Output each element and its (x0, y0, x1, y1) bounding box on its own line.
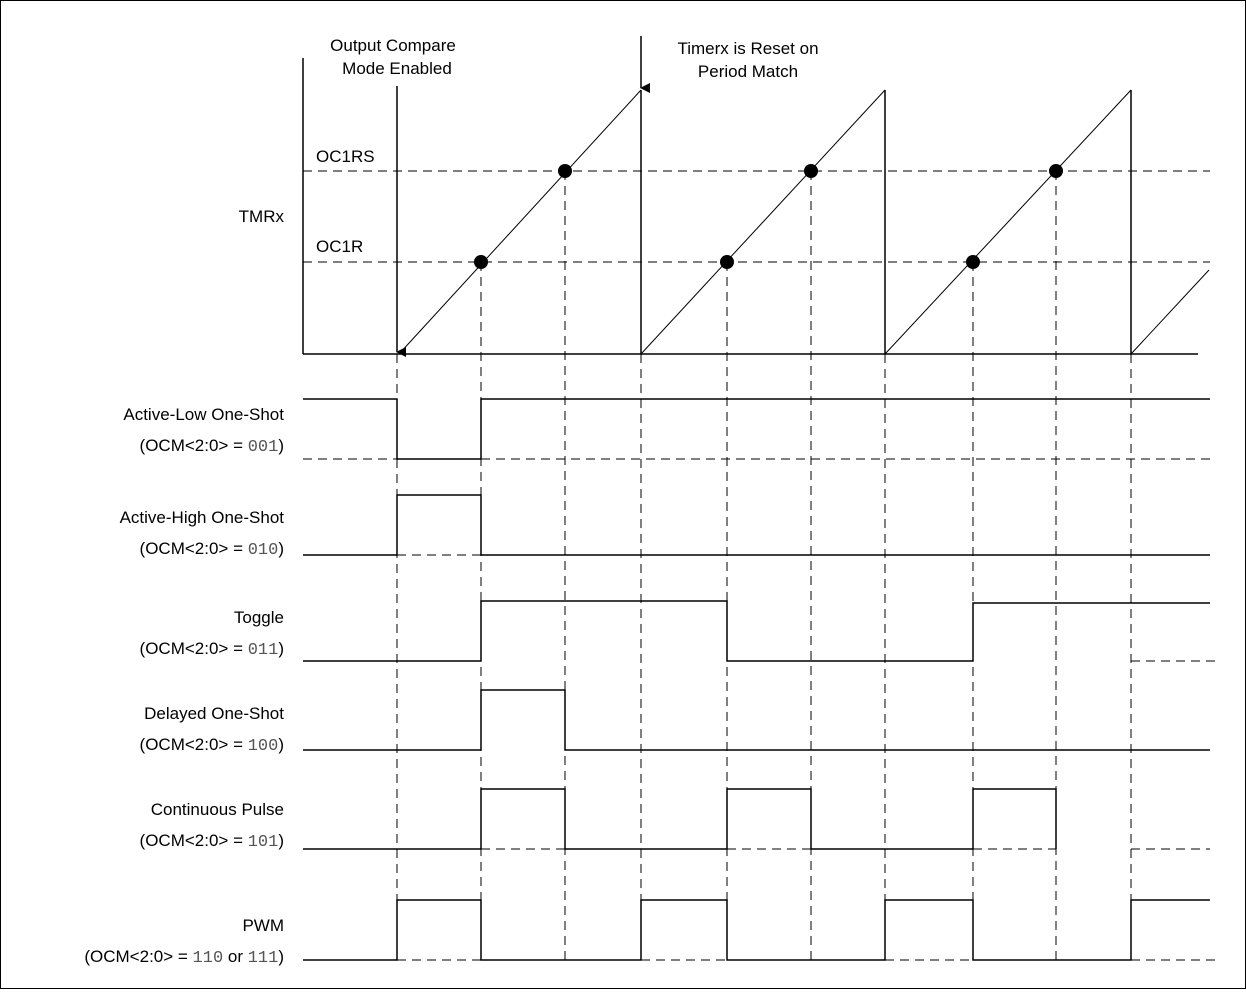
waveforms (303, 398, 1210, 961)
waveform-active-high-one-shot (303, 494, 1210, 556)
enable-annotation-line-2: Mode Enabled (342, 59, 452, 78)
mode-config: (OCM<2:0> = 001) (140, 436, 284, 457)
tmrx-label: TMRx (239, 207, 285, 226)
mode-config: (OCM<2:0> = 100) (140, 735, 284, 756)
low-level-dashes (303, 458, 1220, 961)
mode-name: Delayed One-Shot (144, 704, 284, 723)
ramp-1 (398, 89, 642, 355)
ramp-2 (640, 89, 886, 355)
waveform-continuous-pulse (303, 788, 1057, 850)
reset-annotation-line-1: Timerx is Reset on (677, 39, 818, 58)
event-guides (396, 171, 1132, 960)
mode-name: Active-High One-Shot (120, 508, 285, 527)
waveform-delayed-one-shot (303, 689, 1210, 751)
reset-annotation-line-2: Period Match (698, 62, 798, 81)
mode-name: Toggle (234, 608, 284, 627)
mode-labels: Active-Low One-Shot (OCM<2:0> = 001) Act… (84, 405, 284, 968)
mode-config: (OCM<2:0> = 011) (140, 639, 284, 660)
waveform-pwm (303, 899, 1210, 961)
waveform-active-low-one-shot (303, 398, 1210, 460)
mode-config: (OCM<2:0> = 110 or 111) (84, 947, 284, 968)
ramp-3 (884, 89, 1132, 355)
enable-annotation-line-1: Output Compare (330, 36, 456, 55)
oc1r-label: OC1R (316, 237, 363, 256)
mode-name: Continuous Pulse (151, 800, 284, 819)
waveform-toggle (303, 600, 1210, 662)
mode-config: (OCM<2:0> = 010) (140, 539, 284, 560)
oc1rs-label: OC1RS (316, 147, 375, 166)
ramp-4 (1130, 269, 1210, 355)
mode-name: PWM (242, 916, 284, 935)
mode-name: Active-Low One-Shot (123, 405, 284, 424)
mode-config: (OCM<2:0> = 101) (140, 831, 284, 852)
tmrx-sawtooth (398, 89, 1210, 355)
